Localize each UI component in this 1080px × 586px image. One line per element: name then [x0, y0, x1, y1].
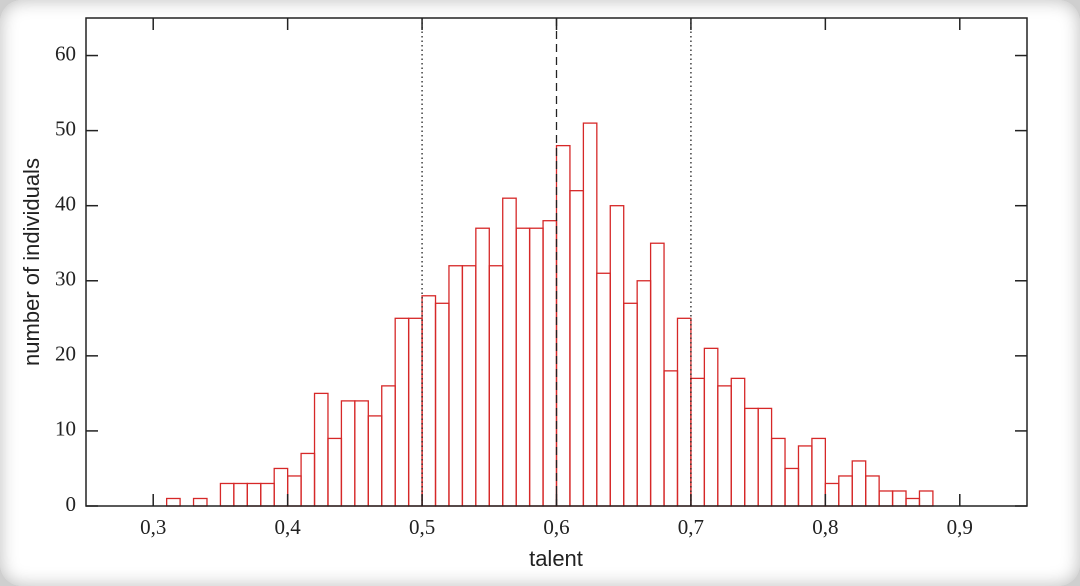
bar [300, 452, 316, 507]
bar [488, 265, 504, 507]
bar [690, 377, 706, 507]
bar [824, 482, 840, 507]
bar [555, 144, 571, 507]
bar [865, 475, 880, 507]
bar [649, 242, 665, 507]
bar [851, 460, 867, 507]
bar [515, 227, 531, 507]
bar [770, 437, 786, 507]
bar [313, 392, 329, 507]
bar [542, 220, 558, 507]
bar [636, 280, 652, 507]
bar [192, 497, 208, 507]
y-tick-label: 30 [55, 267, 76, 291]
bar [434, 302, 450, 507]
bar [461, 265, 477, 507]
bar [905, 497, 921, 507]
y-tick-label: 0 [66, 492, 77, 516]
bar [663, 370, 679, 507]
bar [569, 190, 585, 507]
bar [623, 302, 638, 507]
bar [260, 482, 275, 507]
bar [918, 490, 934, 507]
bar [394, 317, 410, 507]
x-tick-label: 0,6 [543, 515, 569, 539]
x-tick-label: 0,7 [678, 515, 704, 539]
bar [878, 490, 894, 507]
bar [609, 205, 625, 507]
y-tick-label: 10 [55, 417, 76, 441]
bar [367, 415, 383, 507]
bar [784, 467, 800, 507]
bar [582, 122, 598, 507]
bar [421, 295, 437, 507]
x-tick-label: 0,8 [812, 515, 838, 539]
bar [340, 400, 356, 507]
bar [286, 475, 302, 507]
bar [757, 407, 773, 507]
y-tick-label: 60 [55, 41, 76, 65]
bar [797, 445, 813, 507]
bar [744, 407, 759, 507]
y-tick-label: 50 [55, 116, 76, 140]
bar [273, 467, 289, 507]
bar [596, 272, 611, 507]
y-tick-label: 40 [55, 192, 76, 216]
x-tick-label: 0,5 [409, 515, 435, 539]
x-tick-label: 0,9 [947, 515, 973, 539]
y-axis-label: number of individuals [19, 158, 44, 366]
y-tick-label: 20 [55, 342, 76, 366]
x-axis-label: talent [529, 546, 583, 571]
bar [502, 197, 517, 507]
bar [528, 227, 544, 507]
bar [475, 227, 490, 507]
bar [811, 437, 827, 507]
bar [838, 475, 853, 507]
bar [717, 385, 732, 507]
bar [448, 265, 464, 507]
bar [381, 385, 396, 507]
bar [891, 490, 907, 507]
bar [219, 482, 235, 507]
bar [730, 377, 746, 507]
bar [703, 347, 719, 507]
bar [327, 437, 343, 507]
x-tick-label: 0,4 [275, 515, 302, 539]
bar [246, 482, 262, 507]
bar [676, 317, 692, 507]
bar [166, 497, 181, 507]
bar [233, 482, 248, 507]
bar [354, 400, 369, 507]
x-tick-label: 0,3 [140, 515, 166, 539]
bar [407, 317, 423, 507]
